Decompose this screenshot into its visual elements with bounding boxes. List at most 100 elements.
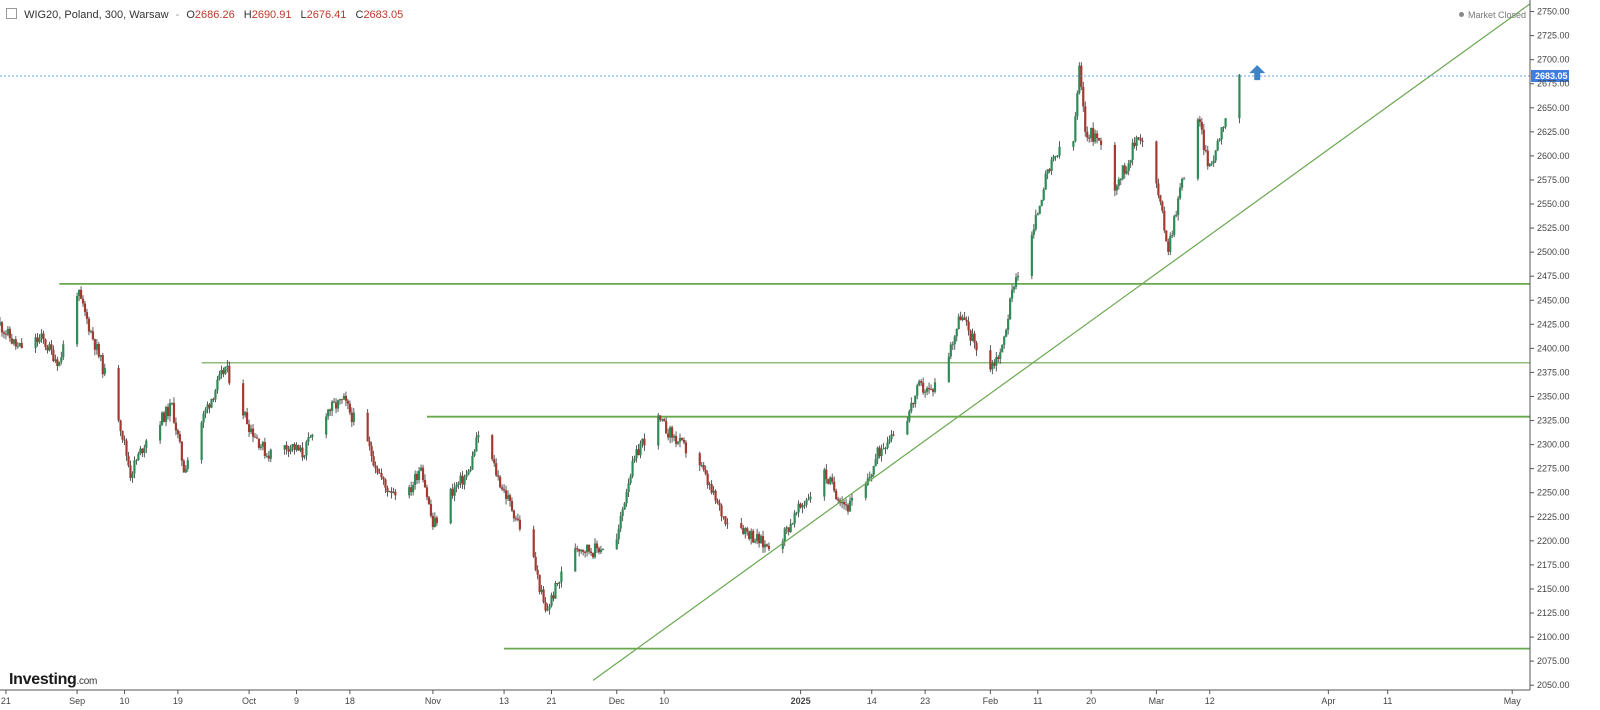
candle-body: [48, 344, 51, 351]
candle-body: [374, 465, 377, 469]
candle-body: [160, 412, 164, 425]
candle-body: [1206, 150, 1209, 167]
candle: [87, 316, 91, 336]
candle: [763, 540, 767, 553]
candle: [334, 398, 338, 414]
candle: [997, 354, 1000, 363]
candle-body: [263, 442, 266, 457]
candle: [955, 328, 958, 342]
candle-body: [350, 412, 353, 423]
price-tick-label: 2550.00: [1537, 199, 1570, 209]
candle-body: [1165, 230, 1168, 242]
candle-body: [1161, 201, 1164, 211]
candle-body: [619, 516, 622, 529]
candle: [643, 433, 646, 451]
candle: [1238, 73, 1241, 124]
candle: [582, 549, 585, 556]
candle: [1137, 137, 1140, 141]
candle: [291, 443, 294, 452]
candle-body: [512, 510, 516, 519]
candle: [910, 397, 913, 414]
candle: [993, 359, 996, 369]
candle: [1001, 344, 1004, 353]
candle: [1092, 122, 1095, 146]
candle-body: [129, 465, 132, 478]
candle-body: [137, 453, 140, 461]
candle: [842, 499, 846, 510]
candle-body: [125, 440, 128, 456]
candle: [846, 503, 850, 515]
candle: [785, 525, 788, 535]
candle: [433, 512, 436, 528]
candle-body: [641, 438, 644, 444]
candle: [342, 393, 346, 400]
candle: [350, 407, 353, 427]
candle: [301, 442, 304, 461]
candle-body: [103, 367, 106, 375]
candle: [906, 417, 909, 436]
candle: [1005, 328, 1008, 338]
candle: [336, 399, 340, 412]
candle-body: [121, 430, 124, 440]
candle: [538, 574, 541, 595]
price-tick-label: 2175.00: [1537, 560, 1570, 570]
candle-body: [787, 527, 790, 533]
candle: [20, 338, 23, 349]
candle: [495, 458, 498, 477]
candle: [412, 481, 415, 496]
candle: [754, 538, 757, 544]
price-tick-label: 2750.00: [1537, 7, 1570, 17]
candle: [1056, 155, 1059, 158]
candle: [253, 433, 257, 438]
candle: [415, 471, 419, 484]
candle-body: [906, 420, 909, 435]
candle: [475, 432, 478, 452]
candle-body: [500, 487, 504, 490]
candle-body: [833, 481, 836, 491]
candle-body: [574, 548, 577, 572]
candle: [226, 360, 229, 373]
candle-body: [497, 475, 500, 477]
chart-toggle-icon[interactable]: [6, 8, 17, 19]
candle: [506, 490, 510, 501]
candle: [338, 398, 342, 405]
candle: [931, 387, 935, 397]
candle-body: [202, 413, 205, 423]
candle: [366, 409, 369, 442]
candle-body: [516, 518, 520, 520]
candle: [166, 403, 170, 420]
logo-suffix: .com: [76, 676, 98, 687]
price-axis[interactable]: 2050.00 2075.00 2100.00 2125.00 2150.00 2175.…: [1529, 0, 1570, 690]
candle: [206, 401, 209, 414]
candle: [459, 472, 462, 488]
candle: [922, 377, 925, 395]
candle-body: [781, 541, 784, 549]
candle: [1218, 138, 1221, 142]
candle-body: [222, 370, 225, 374]
candle: [42, 330, 45, 344]
candle: [427, 495, 431, 505]
candle: [1088, 134, 1091, 143]
candle-body: [864, 485, 867, 498]
candle-body: [763, 544, 767, 548]
candle: [388, 490, 391, 493]
candle-body: [414, 473, 417, 486]
last-price-line: 2683.05: [0, 69, 1569, 82]
candle: [289, 444, 292, 455]
candle: [969, 329, 972, 346]
candle-body: [933, 382, 937, 392]
candle: [469, 466, 472, 473]
candle: [410, 481, 413, 496]
candle-body: [971, 333, 974, 341]
time-tick-label: 2025: [791, 696, 811, 706]
candle: [795, 511, 798, 516]
candle: [876, 446, 879, 465]
candle: [599, 545, 603, 555]
candle-body: [455, 484, 458, 488]
time-axis[interactable]: 21 Sep 10 19 Oct 9 18 Nov 13 21 Dec 10 2025 14 23 Feb 11…: [0, 689, 1530, 706]
candle-body: [117, 367, 120, 421]
candle-body: [261, 442, 265, 447]
market-status: Market Closed: [1458, 10, 1526, 20]
candle-body: [267, 455, 270, 459]
